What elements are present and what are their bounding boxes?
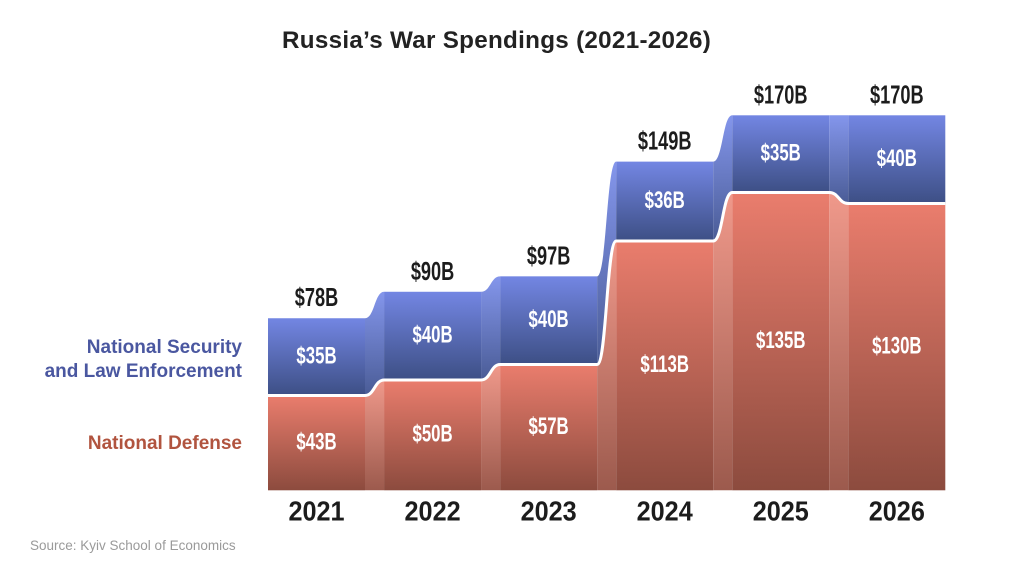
svg-text:$57B: $57B: [529, 413, 569, 440]
svg-text:2026: 2026: [869, 495, 925, 527]
svg-text:$90B: $90B: [411, 257, 455, 286]
svg-text:2023: 2023: [521, 495, 577, 527]
svg-text:2022: 2022: [405, 495, 461, 527]
svg-text:$135B: $135B: [756, 327, 806, 354]
svg-text:$97B: $97B: [527, 241, 571, 270]
svg-text:$36B: $36B: [645, 187, 685, 214]
svg-text:$35B: $35B: [761, 140, 801, 167]
svg-text:$113B: $113B: [640, 351, 689, 378]
svg-text:$35B: $35B: [296, 342, 336, 369]
svg-text:$40B: $40B: [877, 145, 917, 172]
svg-text:$40B: $40B: [529, 306, 569, 333]
svg-text:$40B: $40B: [412, 322, 452, 349]
svg-text:$78B: $78B: [295, 283, 339, 312]
svg-text:$50B: $50B: [412, 421, 452, 448]
svg-text:$170B: $170B: [754, 80, 808, 109]
svg-text:$170B: $170B: [870, 80, 924, 109]
svg-text:2024: 2024: [637, 495, 693, 527]
svg-text:2021: 2021: [288, 495, 344, 527]
svg-text:$43B: $43B: [296, 429, 336, 456]
svg-text:$130B: $130B: [872, 333, 922, 360]
svg-text:2025: 2025: [753, 495, 809, 527]
svg-text:$149B: $149B: [638, 126, 692, 155]
